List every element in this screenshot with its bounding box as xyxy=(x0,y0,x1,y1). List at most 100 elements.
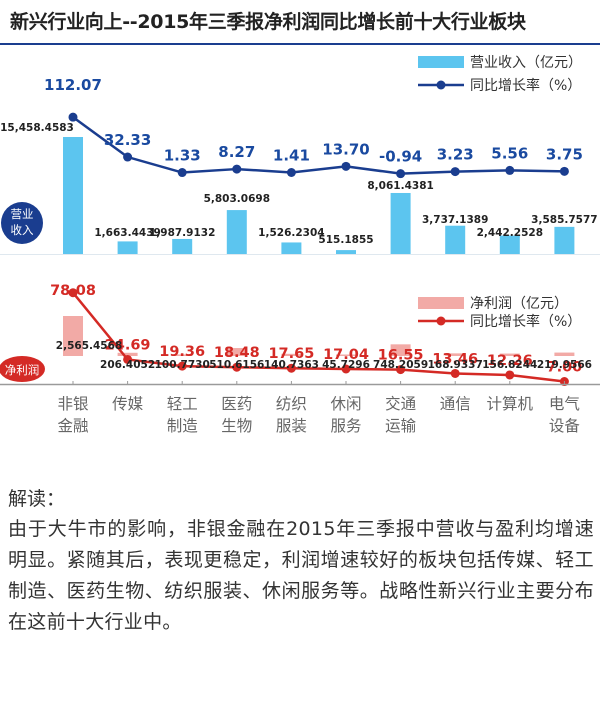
net-profit-growth-point xyxy=(450,368,460,378)
net-profit-growth-label: 17.04 xyxy=(323,347,369,363)
revenue-bar xyxy=(226,210,247,254)
category-label: 医药 xyxy=(221,395,252,413)
revenue-bar xyxy=(390,192,411,254)
revenue-bar-label: 1,663.4439 xyxy=(94,227,160,239)
net-profit-growth-point xyxy=(123,354,133,364)
category-label: 纺织 xyxy=(276,395,307,413)
net-profit-bar-label: 2,565.4568 xyxy=(56,340,122,352)
category-label: 计算机 xyxy=(487,394,534,413)
net-profit-bar-label: 140.7363 xyxy=(264,359,319,371)
revenue-growth-point xyxy=(341,161,351,171)
category-label: 电气 xyxy=(549,395,580,413)
net-profit-section-badge-text: 净利润 xyxy=(5,363,40,377)
revenue-bar-label: 1,987.9132 xyxy=(149,227,215,239)
net-profit-growth-label: 19.36 xyxy=(159,344,205,360)
net-profit-bar-label: 748.2059 xyxy=(373,359,428,371)
category-label: 制造 xyxy=(167,417,199,435)
net-profit-bar-label: 100.7730 xyxy=(155,359,210,371)
net-profit-bar-label: 206.4052 xyxy=(100,359,155,371)
revenue-growth-line xyxy=(72,116,565,175)
net-profit-bar xyxy=(226,348,247,356)
net-profit-growth-label: 24.69 xyxy=(105,337,151,353)
revenue-bar xyxy=(336,250,356,254)
net-profit-growth-point xyxy=(396,365,406,375)
legend-label-net-profit-growth: 同比增长率（%） xyxy=(470,313,581,330)
title-divider xyxy=(0,43,600,45)
net-profit-bar xyxy=(445,353,466,356)
net-profit-growth-label: 7.00 xyxy=(547,360,583,376)
revenue-growth-point xyxy=(68,112,78,122)
legend-label-revenue-growth: 同比增长率（%） xyxy=(470,77,581,94)
category-label: 生物 xyxy=(221,417,252,435)
net-profit-growth-label: 18.48 xyxy=(214,345,260,361)
net-profit-bar-label: 45.7296 xyxy=(322,359,370,371)
net-profit-bar-label: 156.8244 xyxy=(482,359,537,371)
revenue-growth-label: 5.56 xyxy=(491,144,528,162)
revenue-bar xyxy=(63,137,83,254)
legend-swatch-net-profit xyxy=(418,297,464,309)
revenue-growth-label: 112.07 xyxy=(44,76,102,94)
notes-heading: 解读： xyxy=(8,488,66,510)
net-profit-growth-point xyxy=(232,362,242,372)
net-profit-growth-label: 12.26 xyxy=(487,353,533,369)
category-label: 传媒 xyxy=(112,395,144,413)
legend-label-revenue: 营业收入（亿元） xyxy=(470,55,582,71)
revenue-bar xyxy=(445,225,466,254)
category-label: 轻工 xyxy=(167,395,198,413)
revenue-bar-label: 3,737.1389 xyxy=(422,214,488,226)
category-label: 休闲 xyxy=(330,395,361,413)
net-profit-bar xyxy=(172,354,193,356)
category-label: 服务 xyxy=(330,417,361,435)
revenue-growth-point xyxy=(177,168,187,178)
legend-label-net-profit: 净利润（亿元） xyxy=(470,296,568,312)
net-profit-growth-point xyxy=(505,370,515,380)
revenue-section-badge-text: 营业 xyxy=(11,207,34,221)
revenue-bar-label: 515.1855 xyxy=(318,234,373,246)
net-profit-bar xyxy=(390,344,411,356)
revenue-growth-label: 3.23 xyxy=(437,146,474,164)
category-label: 通信 xyxy=(440,395,471,413)
revenue-growth-label: 32.33 xyxy=(104,131,151,149)
legend-marker-net-profit-growth xyxy=(436,316,446,326)
revenue-growth-point xyxy=(450,167,460,177)
revenue-bar-label: 2,442.2528 xyxy=(477,227,543,239)
revenue-bar-label: 8,061.4381 xyxy=(367,180,433,192)
net-profit-bar xyxy=(336,354,356,356)
net-profit-bar xyxy=(499,353,520,356)
net-profit-bar-label: 168.9337 xyxy=(428,359,483,371)
revenue-growth-point xyxy=(232,164,242,174)
revenue-bar-label: 3,585.7577 xyxy=(531,214,597,226)
category-label: 金融 xyxy=(57,417,88,435)
net-profit-growth-label: 17.65 xyxy=(268,346,314,362)
category-label: 服装 xyxy=(276,417,307,435)
net-profit-bar xyxy=(117,352,138,356)
revenue-growth-point xyxy=(505,165,515,175)
revenue-bar-label: 15,458.4583 xyxy=(0,122,74,134)
net-profit-bar xyxy=(554,352,575,356)
revenue-bar xyxy=(281,242,302,254)
net-profit-growth-label: 78.08 xyxy=(50,283,96,299)
legend-swatch-revenue xyxy=(418,56,464,68)
revenue-growth-label: 8.27 xyxy=(218,143,255,161)
revenue-growth-label: -0.94 xyxy=(379,148,422,166)
revenue-bar-label: 1,526.2304 xyxy=(258,227,324,239)
revenue-bar xyxy=(117,241,138,254)
net-profit-growth-point xyxy=(68,288,78,298)
net-profit-bar-label: 219.9566 xyxy=(537,359,592,371)
revenue-growth-point xyxy=(559,166,569,176)
net-profit-bar xyxy=(281,353,302,356)
revenue-section-badge-text: 收入 xyxy=(11,223,34,237)
revenue-section-badge xyxy=(1,202,43,244)
net-profit-growth-point xyxy=(177,361,187,371)
net-profit-bar-label: 510.6156 xyxy=(209,359,264,371)
category-label: 运输 xyxy=(385,417,417,435)
revenue-bar xyxy=(554,226,575,254)
revenue-bar xyxy=(499,235,520,254)
net-profit-growth-label: 13.46 xyxy=(432,351,478,367)
revenue-growth-point xyxy=(396,169,406,179)
net-profit-growth-label: 16.55 xyxy=(378,348,424,364)
revenue-growth-label: 1.41 xyxy=(273,146,310,164)
net-profit-section-badge xyxy=(0,356,45,382)
category-label: 交通 xyxy=(385,395,417,413)
